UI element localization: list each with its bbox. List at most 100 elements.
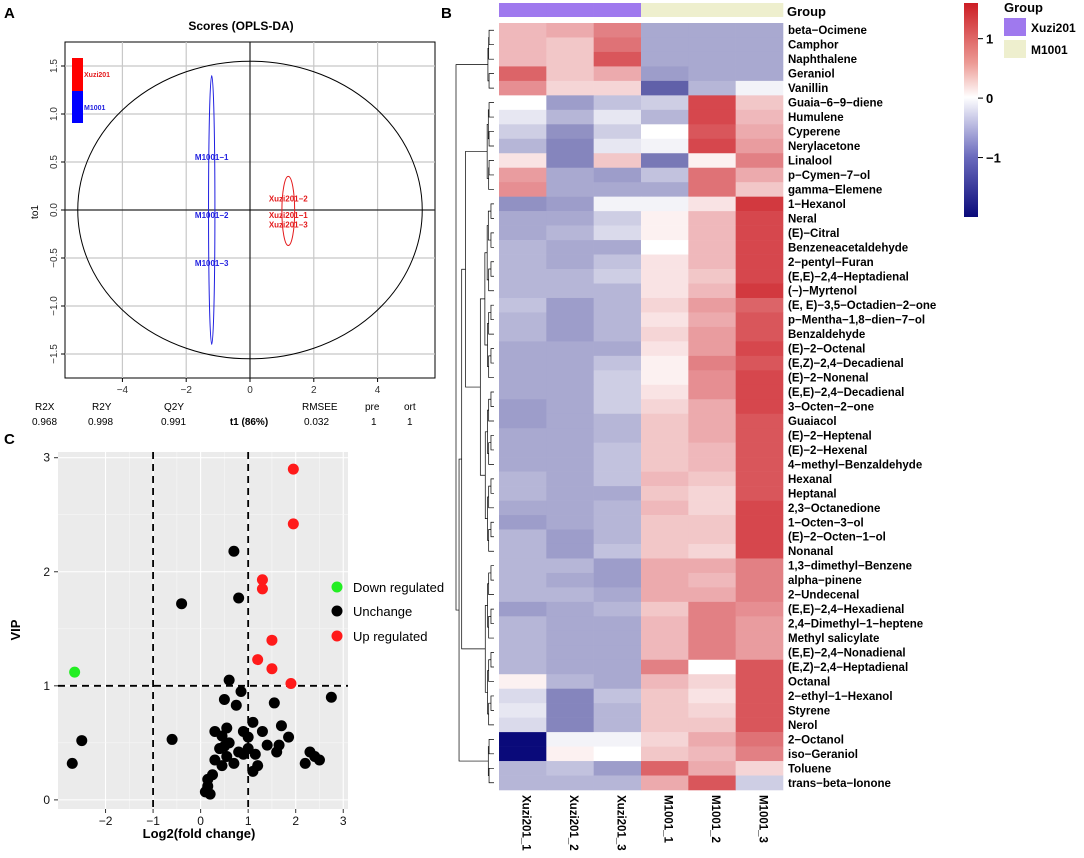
cell-guaia-6-9-diene-xuzi201-2 [546, 95, 594, 111]
cell-e-2-octenal-m1001-1 [641, 341, 689, 357]
row-label-guaiacol: Guaiacol [788, 416, 837, 428]
cell-2-4-dimethyl-1-heptene-m1001-3 [735, 616, 784, 632]
row-label-e-2-octenal: (E)−2−Octenal [788, 344, 865, 356]
cell-e-e-2-4-heptadienal-xuzi201-2 [546, 269, 594, 284]
cell-trans-beta-ionone-m1001-1 [641, 775, 689, 791]
group-bar-xuzi201-3 [593, 3, 642, 17]
point-unchange-44 [218, 694, 230, 706]
cell-e-e-2-4-nonadienal-xuzi201-1 [499, 645, 547, 661]
cell-1-hexanol-xuzi201-1 [499, 196, 547, 212]
cell-e-2-octen-1-ol-m1001-3 [735, 529, 784, 545]
row-label-cyperene: Cyperene [788, 127, 840, 139]
dendrogram-branch [488, 485, 494, 509]
legend-marker-up [331, 630, 343, 642]
cell-trans-beta-ionone-m1001-3 [735, 775, 784, 791]
dendrogram-branch [488, 29, 494, 46]
cell-gamma-elemene-m1001-1 [641, 182, 689, 197]
cell-2-3-octanedione-m1001-3 [735, 500, 784, 516]
cell-myrtenol-m1001-3 [735, 283, 784, 299]
cell-e-e-2-4-decadienal-m1001-1 [641, 384, 689, 400]
cell-nerylacetone-xuzi201-3 [593, 138, 642, 154]
cell-1-octen-3-ol-m1001-2 [688, 515, 736, 530]
cell-1-3-dimethyl-benzene-m1001-2 [688, 558, 736, 574]
cell-gamma-elemene-xuzi201-2 [546, 182, 594, 197]
point-unchange-3 [166, 733, 178, 745]
cell-3-octen-2-one-m1001-1 [641, 399, 689, 415]
point-unchange-25 [204, 788, 216, 800]
cell-e-e-3-5-octadien-2-one-m1001-2 [688, 297, 736, 313]
stat-header-pre: pre [365, 402, 380, 413]
cell-e-2-heptenal-m1001-3 [735, 428, 784, 443]
cell-e-2-octen-1-ol-m1001-2 [688, 529, 736, 545]
cell-p-cymen-7-ol-xuzi201-3 [593, 167, 642, 183]
cell-naphthalene-m1001-3 [735, 51, 784, 67]
volcano-grid [58, 452, 348, 809]
group-bar-m1001-1 [641, 3, 689, 17]
cell-e-2-octen-1-ol-xuzi201-1 [499, 529, 547, 545]
x-tick-label-0: −4 [117, 385, 129, 396]
cell-naphthalene-xuzi201-3 [593, 51, 642, 67]
cell-benzaldehyde-m1001-2 [688, 326, 736, 342]
heatmap-colorbar-ticks: 1 0 −1 [978, 32, 1001, 166]
cell-octanal-xuzi201-3 [593, 674, 642, 689]
cell-guaiacol-m1001-3 [735, 413, 784, 429]
row-label-toluene: Toluene [788, 763, 831, 775]
cell-p-mentha-1-8-dien-7-ol-xuzi201-1 [499, 312, 547, 328]
cell-e-e-2-4-heptadienal-m1001-3 [735, 269, 784, 284]
sample-label-xuzi201-2: Xuzi201−2 [269, 194, 308, 203]
dendrogram-branch [488, 268, 494, 292]
row-label-alpha-pinene: alpha−pinene [788, 575, 862, 587]
dendrogram-branch [488, 529, 494, 552]
cell-neral-xuzi201-1 [499, 211, 547, 226]
cell-beta-ocimene-xuzi201-3 [593, 23, 642, 38]
cell-2-undecenal-m1001-3 [735, 587, 784, 603]
point-up-regulated-5 [252, 654, 264, 666]
cell-gamma-elemene-xuzi201-3 [593, 182, 642, 197]
volcano-x-tick-label-1: −1 [146, 814, 160, 828]
cell-e-2-octenal-m1001-2 [688, 341, 736, 357]
cell-neral-m1001-1 [641, 211, 689, 226]
heatmap-row-dendrogram [455, 29, 494, 784]
row-label-p-cymen-7-ol: p−Cymen−7−ol [788, 170, 870, 182]
opls-da-x-axis-label: t1 (86%) [230, 417, 268, 428]
dendrogram-branch [490, 478, 494, 494]
heatmap-cells [499, 23, 784, 791]
cell-octanal-m1001-1 [641, 674, 689, 689]
volcano-y-tick-label-2: 2 [43, 565, 50, 579]
cell-geraniol-xuzi201-2 [546, 66, 594, 82]
cell-vanillin-xuzi201-2 [546, 80, 594, 96]
cell-e-e-2-4-heptadienal-m1001-2 [688, 269, 736, 284]
cell-4-methyl-benzaldehyde-m1001-1 [641, 457, 689, 472]
point-unchange-38 [271, 746, 283, 758]
panel-label-c: C [4, 431, 15, 448]
cell-benzeneacetaldehyde-xuzi201-1 [499, 240, 547, 255]
stat-header-r2y: R2Y [92, 402, 112, 413]
cell-e-2-octen-1-ol-xuzi201-2 [546, 529, 594, 545]
group-legend-swatch-m1001 [1004, 40, 1026, 58]
volcano-x-tick-label-4: 2 [292, 814, 299, 828]
cell-camphor-m1001-3 [735, 37, 784, 53]
cell-nerylacetone-xuzi201-1 [499, 138, 547, 154]
y-tick-label-1: −1.0 [49, 296, 60, 316]
dendrogram-branch [490, 261, 494, 277]
cell-e-2-octenal-m1001-3 [735, 341, 784, 357]
ellipse-xuzi201 [281, 175, 296, 247]
volcano-plot-background [58, 452, 348, 809]
legend-label-m1001: M1001 [84, 105, 106, 112]
cell-e-2-octenal-xuzi201-1 [499, 341, 547, 357]
volcano-y-ticks: 0 1 2 3 [43, 451, 58, 807]
cell-2-ethyl-1-hexanol-m1001-1 [641, 688, 689, 704]
cell-neral-m1001-2 [688, 211, 736, 226]
cell-octanal-m1001-2 [688, 674, 736, 689]
group-bar-m1001-3 [735, 3, 784, 17]
cell-toluene-xuzi201-1 [499, 761, 547, 776]
dendrogram-branch [490, 565, 494, 581]
cell-styrene-xuzi201-2 [546, 703, 594, 718]
cell-p-cymen-7-ol-m1001-3 [735, 167, 784, 183]
heatmap-colorbar [964, 3, 978, 217]
legend-label-up: Up regulated [353, 629, 427, 644]
cell-nerol-m1001-1 [641, 717, 689, 733]
point-unchange-16 [221, 751, 233, 763]
cell-camphor-xuzi201-1 [499, 37, 547, 53]
